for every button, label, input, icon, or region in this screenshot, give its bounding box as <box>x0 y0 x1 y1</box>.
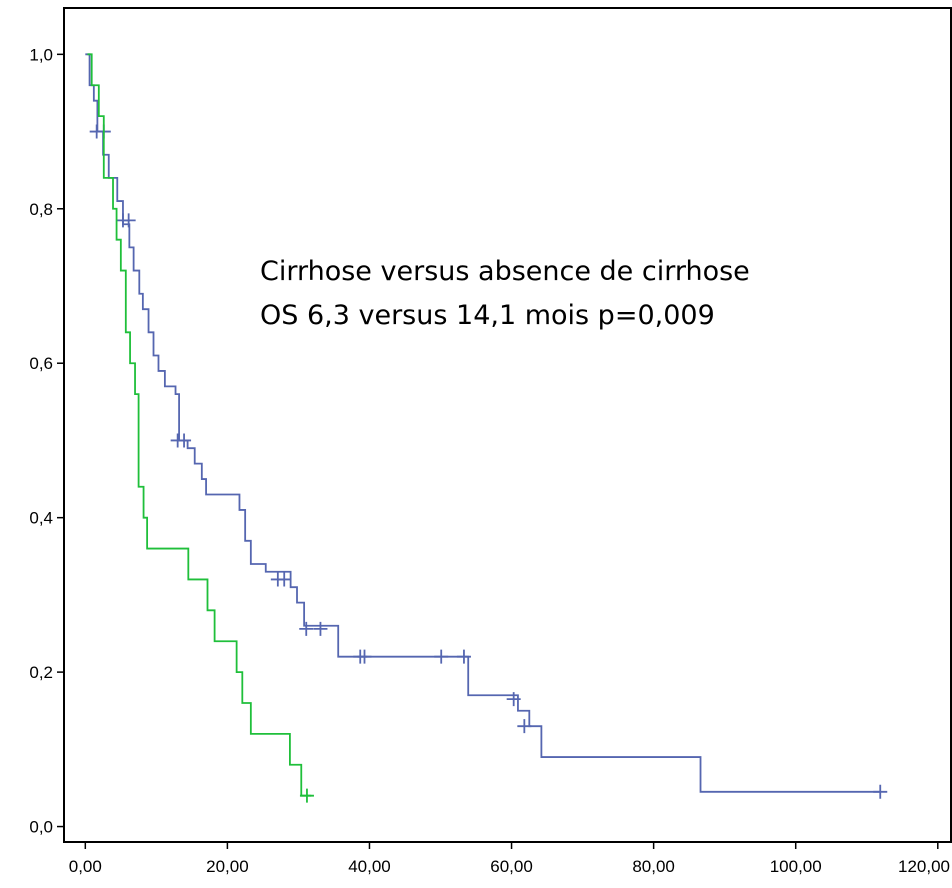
plot-background <box>64 8 952 842</box>
censor-mark <box>299 621 314 636</box>
survival-curve-1 <box>87 53 312 797</box>
censor-mark <box>434 649 449 664</box>
censor-mark <box>873 784 888 799</box>
y-tick-label: 0,8 <box>29 200 53 219</box>
y-axis: 0,0 0,2 0,4 0,6 0,8 1,0 <box>29 45 64 837</box>
x-tick-label: 0,00 <box>69 857 102 876</box>
y-tick-label: 1,0 <box>29 45 53 64</box>
x-tick-label: 60,00 <box>490 857 533 876</box>
censor-mark <box>277 572 292 587</box>
y-tick-label: 0,0 <box>29 818 53 837</box>
censor-mark <box>177 433 192 448</box>
censor-mark <box>299 788 314 803</box>
y-tick-label: 0,2 <box>29 663 53 682</box>
annotation-line-2: OS 6,3 versus 14,1 mois p=0,009 <box>260 300 715 331</box>
series-0 <box>85 53 888 799</box>
censor-mark <box>506 692 521 707</box>
series-layer <box>85 53 888 803</box>
plot-frame <box>63 7 952 843</box>
y-tick-label: 0,4 <box>29 509 53 528</box>
censor-mark <box>456 649 471 664</box>
x-tick-label: 100,00 <box>770 857 822 876</box>
x-tick-label: 40,00 <box>348 857 391 876</box>
censor-mark <box>357 649 372 664</box>
x-tick-label: 120,00 <box>898 857 950 876</box>
censor-mark <box>313 621 328 636</box>
censor-mark <box>517 719 532 734</box>
x-tick-label: 20,00 <box>206 857 249 876</box>
censor-mark <box>121 213 136 228</box>
x-axis: 0,00 20,00 40,00 60,00 80,00 100,00 120,00 <box>69 842 950 876</box>
series-1 <box>87 53 314 803</box>
x-tick-label: 80,00 <box>632 857 675 876</box>
annotation-line-1: Cirrhose versus absence de cirrhose <box>260 256 750 287</box>
y-tick-label: 0,6 <box>29 354 53 373</box>
